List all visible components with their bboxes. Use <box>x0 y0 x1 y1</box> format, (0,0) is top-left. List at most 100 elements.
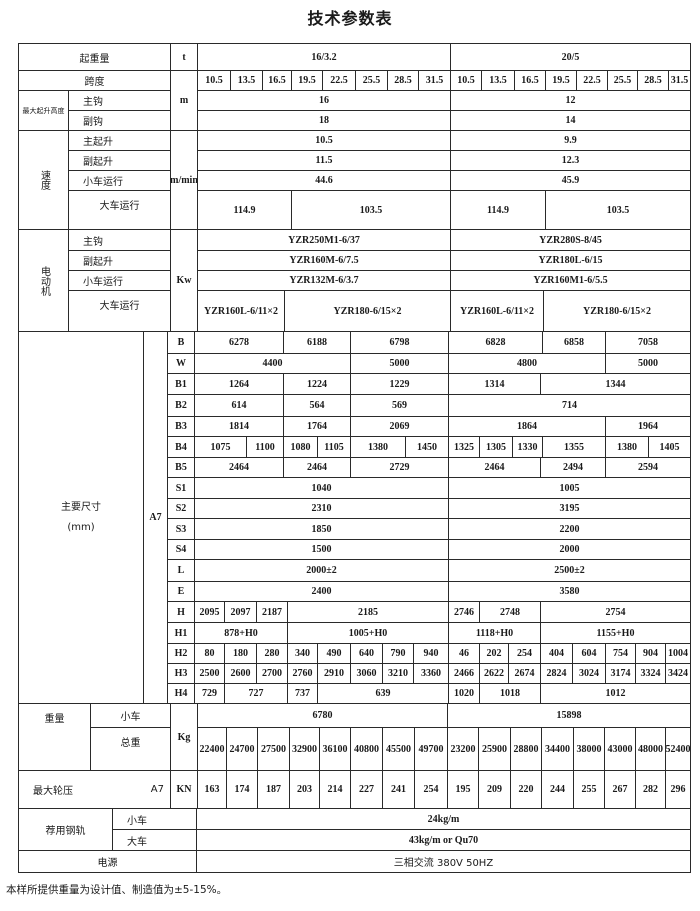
dimension-param-text: L <box>177 565 185 576</box>
dimension-value: 1012 <box>540 683 691 704</box>
trolley-weight: 6780 <box>197 703 448 728</box>
dimension-value-text: 1040 <box>311 482 332 494</box>
dimension-param-text: S2 <box>175 503 187 514</box>
dimension-value-text: 2910 <box>324 668 344 679</box>
span-value-text: 16.5 <box>521 75 539 86</box>
dimension-value: 1004 <box>665 643 691 664</box>
total-weight: 36100 <box>319 727 351 771</box>
dimension-value-text: 639 <box>375 688 391 699</box>
span-value-text: 28.5 <box>394 75 412 86</box>
power-supply-label: 电源 <box>18 850 197 873</box>
wheel-load-text: 241 <box>391 784 406 795</box>
dimension-value: 2760 <box>287 663 318 684</box>
dimension-value-text: 1355 <box>564 441 584 453</box>
dimension-param: B1 <box>167 373 195 395</box>
span-value: 10.5 <box>197 70 231 91</box>
dimension-param-text: S1 <box>175 482 187 494</box>
motor-model: YZR160M1-6/5.5 <box>450 270 691 291</box>
dimension-value-text: 729 <box>202 688 217 699</box>
aux-hook-height-text: 18 <box>319 115 329 126</box>
motor-model-text: YZR160M-6/7.5 <box>289 255 359 266</box>
speed-value: 114.9 <box>450 190 546 230</box>
motor-row-label-text: 大车运行 <box>99 301 140 312</box>
speed-value-text: 45.9 <box>561 175 580 186</box>
dimension-value: 6798 <box>350 331 449 354</box>
dimension-param: H3 <box>167 663 195 684</box>
dimension-value-text: 2185 <box>358 606 378 618</box>
dimension-value-text: 3424 <box>668 668 688 679</box>
span-value: 13.5 <box>481 70 515 91</box>
dimension-value: 2185 <box>287 601 449 623</box>
wheel-load-text: 163 <box>204 784 220 795</box>
dimension-value-text: 1020 <box>454 688 474 699</box>
dimension-value: 1344 <box>540 373 691 395</box>
motor-model: YZR280S-8/45 <box>450 229 691 251</box>
motor-row-label: 小车运行 <box>68 270 171 291</box>
total-weight-text: 27500 <box>261 743 286 755</box>
motor-model: YZR160L-6/11×2 <box>197 290 285 332</box>
dimension-value-text: 2594 <box>638 462 658 473</box>
span-value: 28.5 <box>637 70 669 91</box>
span-value-text: 16.5 <box>268 75 286 86</box>
total-weight: 52400 <box>665 727 691 771</box>
total-weight-text: 28800 <box>513 743 539 755</box>
dimension-value: 3580 <box>448 581 691 602</box>
capacity-value-text: 16/3.2 <box>311 51 337 63</box>
dimension-value: 1330 <box>512 436 543 458</box>
dimension-value-text: 2500±2 <box>554 565 585 576</box>
dimension-value-text: 404 <box>549 648 564 659</box>
span-value-text: 13.5 <box>489 75 507 86</box>
wheel-load: 241 <box>382 770 415 809</box>
dimension-value-text: 4400 <box>262 358 283 369</box>
total-weight: 28800 <box>510 727 542 771</box>
wheel-load-label: 最大轮压 A7 <box>18 770 171 809</box>
speed-row-label-text: 主起升 <box>83 137 113 148</box>
dimension-value: 2400 <box>194 581 449 602</box>
dimension-value: 564 <box>283 394 351 417</box>
dimension-value: 2464 <box>448 457 541 478</box>
dimension-value: 1264 <box>194 373 284 395</box>
dimension-value-text: 2600 <box>230 668 251 679</box>
total-weight: 48000 <box>635 727 666 771</box>
total-weight-label-text: 总重 <box>120 738 141 749</box>
trolley-weight-text: 15898 <box>556 710 582 721</box>
wheel-load: 227 <box>350 770 383 809</box>
dimension-value-text: 878+H0 <box>224 627 258 639</box>
dimension-value: 640 <box>350 643 383 664</box>
total-weight-text: 40800 <box>354 743 379 755</box>
dimension-value: 2754 <box>540 601 691 623</box>
aux-hook-label-text: 副钩 <box>83 117 103 128</box>
speed-value-text: 114.9 <box>233 204 256 216</box>
dimension-param-text: B3 <box>175 421 187 432</box>
dimension-value: 5000 <box>350 353 449 374</box>
dimension-value-text: 490 <box>326 648 342 659</box>
dimension-value: 490 <box>317 643 351 664</box>
total-weight: 23200 <box>447 727 479 771</box>
span-value: 31.5 <box>668 70 691 91</box>
span-value-text: 22.5 <box>583 75 601 86</box>
dimension-param: H <box>167 601 195 623</box>
dimension-value: 2824 <box>540 663 573 684</box>
footnote: 本样所提供重量为设计值、制造值为±5-15%。 <box>6 884 228 896</box>
power-supply-value-text: 三相交流 380V 50HZ <box>393 858 494 869</box>
dimension-value-text: 564 <box>309 400 325 411</box>
dimension-param: S2 <box>167 498 195 519</box>
total-weight-text: 43000 <box>607 743 633 755</box>
dimension-value-text: 1325 <box>454 441 474 453</box>
dimension-value-text: 640 <box>359 648 374 659</box>
motor-model-text: YZR180-6/15×2 <box>583 305 651 317</box>
total-weight: 49700 <box>414 727 448 771</box>
dimension-param-text: H3 <box>174 668 188 679</box>
speed-value: 12.3 <box>450 150 691 171</box>
total-weight: 25900 <box>478 727 511 771</box>
total-weight-text: 49700 <box>418 743 444 755</box>
span-value: 19.5 <box>291 70 323 91</box>
total-weight-text: 24700 <box>229 743 255 755</box>
dimension-value: 1105 <box>317 436 351 458</box>
trolley-rail-label-text: 小车 <box>127 815 147 827</box>
crane-rail-label: 大车 <box>112 829 197 851</box>
power-supply-value: 三相交流 380V 50HZ <box>196 850 691 873</box>
dimension-value-text: 3195 <box>559 503 580 514</box>
dimension-value: 2600 <box>224 663 257 684</box>
dimension-value: 1450 <box>405 436 449 458</box>
